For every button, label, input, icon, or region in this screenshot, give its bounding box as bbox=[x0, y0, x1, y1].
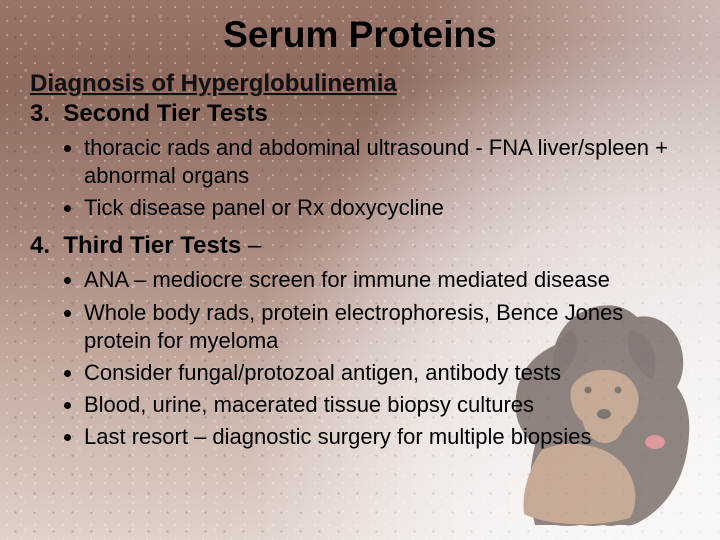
list-item: Blood, urine, macerated tissue biopsy cu… bbox=[84, 391, 690, 419]
slide-subtitle: Diagnosis of Hyperglobulinemia bbox=[30, 70, 690, 98]
section-1: 4. Third Tier Tests – ANA – mediocre scr… bbox=[30, 232, 690, 451]
content-area: Serum Proteins Diagnosis of Hyperglobuli… bbox=[0, 0, 720, 451]
list-item: Tick disease panel or Rx doxycycline bbox=[84, 194, 690, 222]
list-item: thoracic rads and abdominal ultrasound -… bbox=[84, 134, 690, 190]
section-heading: 4. Third Tier Tests – bbox=[30, 232, 690, 260]
heading-suffix: – bbox=[241, 232, 261, 259]
bullet-list: thoracic rads and abdominal ultrasound -… bbox=[30, 134, 690, 222]
section-0: 3. Second Tier Tests thoracic rads and a… bbox=[30, 100, 690, 222]
list-item: Whole body rads, protein electrophoresis… bbox=[84, 299, 690, 355]
list-item: ANA – mediocre screen for immune mediate… bbox=[84, 266, 690, 294]
heading-text: Third Tier Tests bbox=[63, 232, 241, 259]
list-item: Last resort – diagnostic surgery for mul… bbox=[84, 423, 690, 451]
slide: Serum Proteins Diagnosis of Hyperglobuli… bbox=[0, 0, 720, 540]
bullet-list: ANA – mediocre screen for immune mediate… bbox=[30, 266, 690, 451]
list-item: Consider fungal/protozoal antigen, antib… bbox=[84, 359, 690, 387]
heading-text: Second Tier Tests bbox=[63, 100, 268, 127]
section-heading: 3. Second Tier Tests bbox=[30, 100, 690, 128]
heading-number: 4. bbox=[30, 232, 50, 259]
slide-title: Serum Proteins bbox=[30, 14, 690, 56]
heading-number: 3. bbox=[30, 100, 50, 127]
